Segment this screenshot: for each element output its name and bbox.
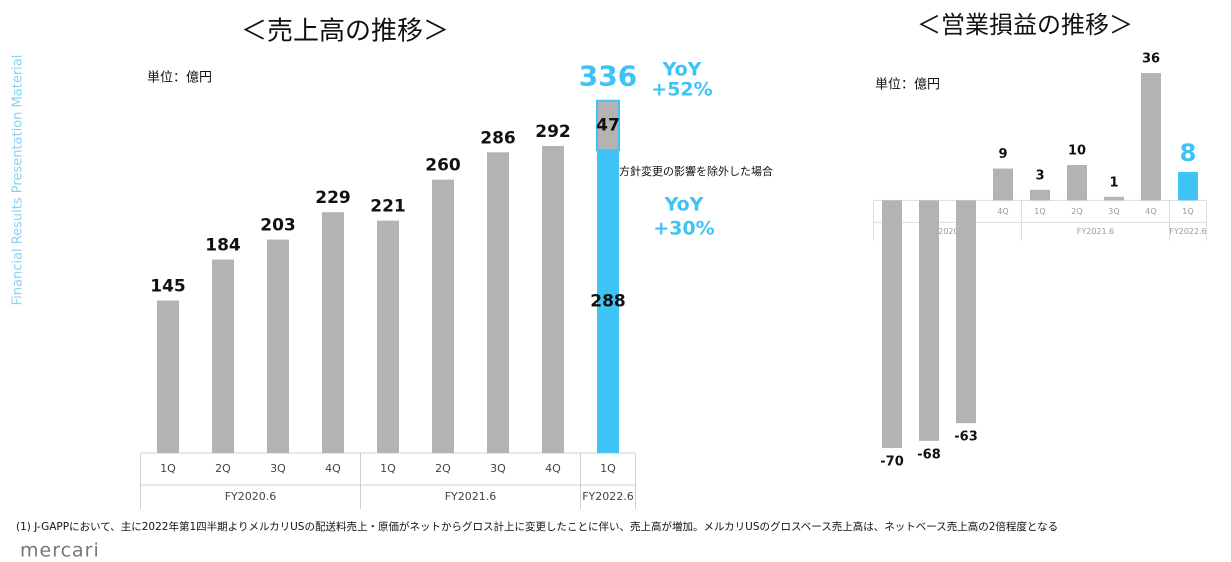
- bar: [1178, 172, 1198, 201]
- x-tick-label: 1Q: [1034, 207, 1045, 216]
- data-label: 145: [150, 277, 186, 297]
- x-tick-label: 1Q: [1182, 207, 1193, 216]
- yoy-value: +30%: [653, 218, 714, 240]
- bar: [919, 200, 939, 441]
- x-tick-label: 4Q: [1145, 207, 1156, 216]
- bar: [157, 300, 179, 453]
- x-tick-label: 1Q: [380, 462, 396, 475]
- data-label: 3: [1035, 168, 1044, 183]
- logo: mercari: [20, 540, 100, 562]
- x-tick-label: 1Q: [160, 462, 176, 475]
- data-label: 229: [315, 188, 351, 208]
- bar: [1030, 189, 1050, 201]
- x-tick-label: 2Q: [435, 462, 451, 475]
- chart-title: ＜営業損益の推移＞: [917, 11, 1133, 39]
- bar: [1067, 165, 1087, 201]
- x-tick-label: 2Q: [215, 462, 231, 475]
- side-label: Financial Results Presentation Material: [11, 55, 26, 306]
- data-label: -68: [917, 447, 941, 462]
- bar: [596, 99, 620, 152]
- x-tick-label: 3Q: [1108, 207, 1119, 216]
- data-label: 9: [998, 147, 1007, 162]
- x-tick-label: 2Q: [1071, 207, 1082, 216]
- data-label: 288: [590, 292, 626, 312]
- yoy-value: +52%: [651, 79, 712, 101]
- bar: [322, 212, 344, 453]
- unit-label: 単位：億円: [875, 77, 940, 93]
- bar: [597, 150, 619, 453]
- x-tick-label: 4Q: [997, 207, 1008, 216]
- period-label: FY2022.6: [582, 490, 634, 503]
- data-label: 36: [1142, 52, 1160, 67]
- x-tick-label: 4Q: [325, 462, 341, 475]
- bar: [1141, 73, 1161, 201]
- data-label: 203: [260, 216, 296, 236]
- bar: [1104, 196, 1124, 201]
- data-label: 221: [370, 197, 406, 217]
- bar: [377, 220, 399, 453]
- data-label: 1: [1109, 175, 1118, 190]
- bar: [882, 200, 902, 448]
- data-label: 260: [425, 156, 461, 176]
- data-label: 184: [205, 236, 241, 256]
- bar: [542, 145, 564, 454]
- x-tick-label: 1Q: [600, 462, 616, 475]
- data-label: -70: [880, 454, 904, 469]
- bar: [212, 259, 234, 453]
- data-label: 47: [596, 115, 620, 135]
- bar: [956, 200, 976, 424]
- yoy-label: YoY: [662, 59, 702, 81]
- total-label: 336: [579, 60, 637, 93]
- data-label: 286: [480, 128, 516, 148]
- chart-title: ＜売上高の推移＞: [241, 17, 449, 47]
- data-label: 10: [1068, 144, 1086, 159]
- bar: [267, 239, 289, 453]
- x-tick-label: 4Q: [545, 462, 561, 475]
- bar: [993, 168, 1013, 201]
- x-tick-label: 3Q: [490, 462, 506, 475]
- yoy-label: YoY: [664, 194, 704, 216]
- footnote: (1) J-GAPPにおいて、主に2022年第1四半期よりメルカリUSの配送料売…: [16, 520, 1058, 533]
- period-label: FY2021.6: [445, 490, 497, 503]
- data-label: -63: [954, 430, 978, 445]
- x-tick-label: 3Q: [270, 462, 286, 475]
- bar: [487, 152, 509, 453]
- period-label: FY2020.6: [225, 490, 277, 503]
- unit-label: 単位：億円: [147, 70, 212, 86]
- period-label: FY2021.6: [1077, 227, 1114, 236]
- bar: [432, 179, 454, 453]
- note: 会計方針変更の影響を除外した場合: [597, 164, 773, 178]
- data-label: 292: [535, 122, 571, 142]
- period-label: FY2020.6: [929, 227, 966, 236]
- data-label: 8: [1180, 139, 1197, 167]
- period-label: FY2022.6: [1169, 227, 1206, 236]
